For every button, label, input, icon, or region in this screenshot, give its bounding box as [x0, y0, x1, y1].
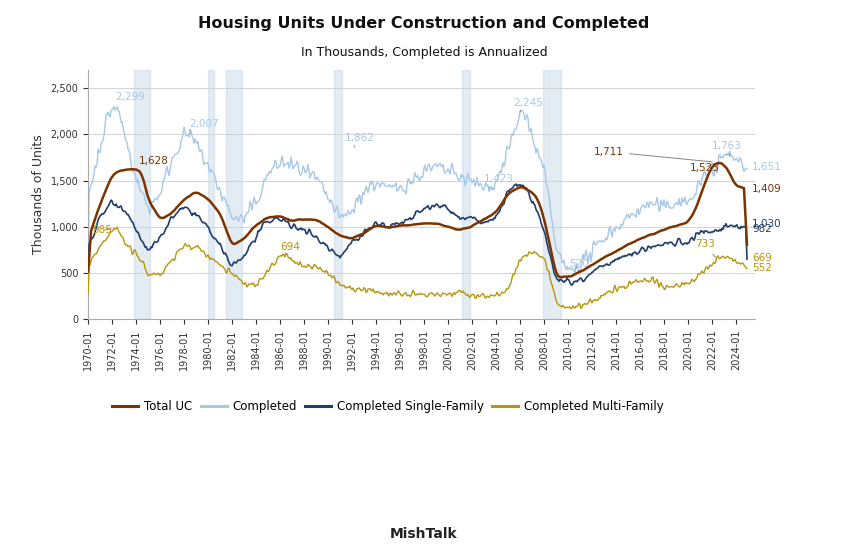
Bar: [226, 69, 242, 319]
Text: 1,862: 1,862: [345, 133, 375, 147]
Text: 733: 733: [695, 239, 715, 257]
Text: 2,299: 2,299: [115, 92, 145, 106]
Text: 1,523: 1,523: [690, 163, 720, 174]
Legend: Total UC, Completed, Completed Single-Family, Completed Multi-Family: Total UC, Completed, Completed Single-Fa…: [108, 395, 669, 418]
Text: 1,711: 1,711: [594, 147, 712, 162]
Text: 1,423: 1,423: [484, 175, 514, 188]
Text: 1,763: 1,763: [712, 141, 742, 156]
Text: Housing Units Under Construction and Completed: Housing Units Under Construction and Com…: [198, 16, 650, 31]
Text: 1,651: 1,651: [752, 162, 782, 171]
Text: 1,030: 1,030: [752, 219, 782, 229]
Bar: [208, 69, 214, 319]
Text: In Thousands, Completed is Annualized: In Thousands, Completed is Annualized: [301, 46, 547, 60]
Y-axis label: Thousands of Units: Thousands of Units: [32, 135, 45, 254]
Text: 982: 982: [752, 223, 772, 234]
Text: 2,245: 2,245: [513, 98, 543, 112]
Text: 520: 520: [569, 259, 589, 269]
Bar: [334, 69, 342, 319]
Text: 552: 552: [752, 263, 772, 274]
Text: 1,409: 1,409: [752, 184, 782, 194]
Text: 694: 694: [280, 242, 300, 255]
Bar: [462, 69, 470, 319]
Text: MishTalk: MishTalk: [390, 526, 458, 541]
Text: 985: 985: [92, 225, 112, 235]
Text: 1,628: 1,628: [136, 156, 169, 169]
Bar: [134, 69, 150, 319]
Bar: [543, 69, 561, 319]
Text: 669: 669: [752, 252, 772, 263]
Text: 2,007: 2,007: [189, 119, 219, 134]
